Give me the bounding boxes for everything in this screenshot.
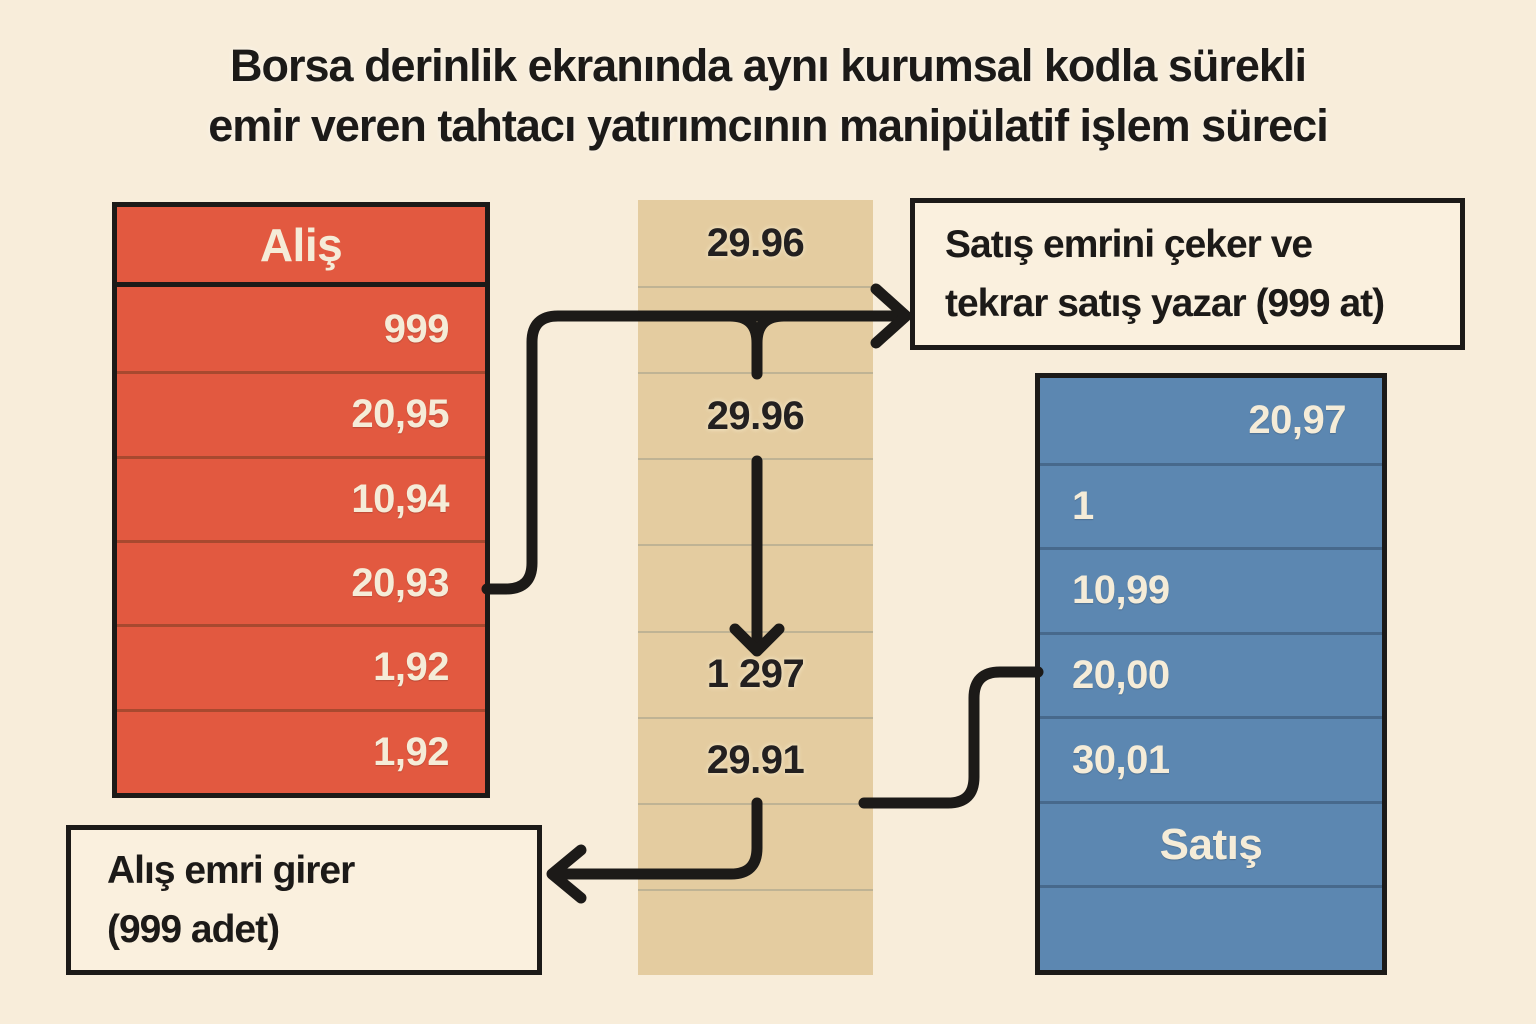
callout-sell-line-1: Satış emrini çeker ve [945,223,1313,266]
price-cell: 29.96 [638,372,873,458]
sell-table-row: 20,97 [1248,397,1346,442]
buy-table-row: 1,92 [117,708,485,793]
callout-buy-line-1: Alış emri girer [107,849,355,892]
price-cell [638,544,873,630]
price-cell: 1 297 [638,630,873,717]
price-cell: 29.91 [638,716,873,803]
callout-sell-order: Satış emrini çeker ve tekrar satış yazar… [910,198,1465,350]
arrowhead-right-icon [870,283,912,349]
buy-table-header: Aliş [117,207,485,287]
buy-table-row: 1,92 [117,624,485,708]
arrowhead-left-icon [546,844,587,904]
callout-sell-line-2: tekrar satış yazar (999 at) [945,282,1385,325]
buy-orders-table: Aliş 999 20,95 10,94 20,93 1,92 1,92 [112,202,490,798]
buy-table-row: 10,94 [117,455,485,540]
buy-table-row: 20,93 [117,540,485,624]
sell-table-row: 10,99 [1040,547,1382,632]
sell-table-row: 20,00 [1040,631,1382,717]
sell-table-row [1040,885,1382,970]
arrow-sell-to-ladder [858,666,1044,809]
price-cell [638,286,873,372]
sell-orders-table: 20,97 1 10,99 20,00 30,01 Satış [1035,373,1387,975]
callout-buy-line-2: (999 adet) [107,908,280,951]
title-line-2: emir veren tahtacı yatırımcının manipüla… [208,100,1328,151]
price-cell [638,802,873,889]
sell-table-row: 30,01 [1040,716,1382,801]
title-line-1: Borsa derinlik ekranında aynı kurumsal k… [230,40,1307,91]
price-cell [638,458,873,544]
page-title: Borsa derinlik ekranında aynı kurumsal k… [0,36,1536,156]
price-cell [638,888,873,975]
sell-table-row: 1 [1040,462,1382,548]
buy-table-row: 20,95 [117,371,485,455]
callout-buy-order: Alış emri girer (999 adet) [66,825,542,975]
price-ladder-column: 29.96 29.96 1 297 29.91 [638,200,873,975]
price-cell: 29.96 [706,220,805,265]
sell-table-header: Satış [1040,800,1382,886]
buy-table-row: 999 [383,306,450,351]
